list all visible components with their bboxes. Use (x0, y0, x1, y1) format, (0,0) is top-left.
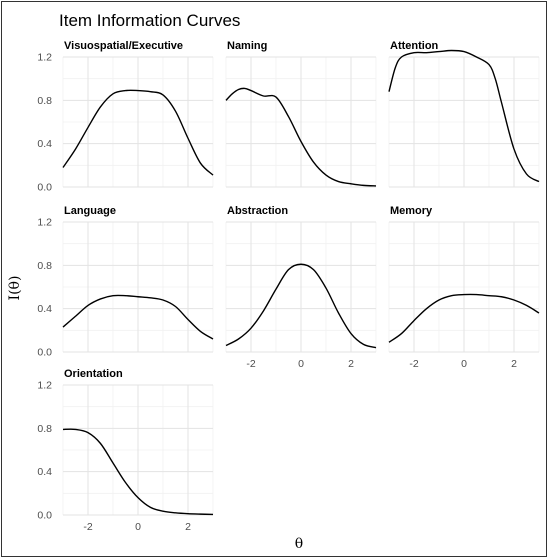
facet-grid: Visuospatial/Executive 0.0 0.4 0.8 1.2 Naming… (37, 40, 540, 533)
facet-title: Language (64, 205, 116, 217)
y-tick-label: 0.0 (37, 510, 52, 522)
x-tick-label: 0 (298, 358, 304, 370)
x-tick-label: -2 (409, 358, 418, 370)
y-axis-label: I(θ) (7, 276, 23, 301)
x-tick-label: 0 (461, 358, 467, 370)
facet-title: Naming (227, 40, 267, 52)
x-tick-label: 0 (135, 521, 141, 533)
x-axis-label: θ (295, 536, 303, 552)
y-tick-label: 0.4 (37, 138, 52, 150)
y-tick-label: 0.8 (37, 423, 52, 435)
facet-memory: Memory -2 0 2 (388, 205, 540, 370)
y-tick-label: 0.0 (37, 182, 52, 194)
y-tick-label: 0.0 (37, 347, 52, 359)
y-tick-label: 1.2 (37, 217, 52, 229)
facet-attention: Attention (388, 40, 540, 188)
y-tick-label: 0.8 (37, 260, 52, 272)
facet-title: Orientation (64, 368, 123, 380)
facet-title: Memory (390, 205, 433, 217)
facet-visuospatial-executive: Visuospatial/Executive 0.0 0.4 0.8 1.2 (37, 40, 214, 194)
facet-orientation: Orientation 0.0 0.4 0.8 1.2 -2 0 2 (37, 368, 214, 533)
information-curve-naming (225, 87, 377, 187)
facet-title: Abstraction (227, 205, 288, 217)
y-tick-label: 0.4 (37, 466, 52, 478)
information-curve-language (62, 294, 214, 340)
information-curve-abstraction (225, 263, 377, 349)
x-tick-label: 2 (185, 521, 191, 533)
information-curve-visuospatial-executive (62, 89, 214, 176)
x-tick-label: 2 (511, 358, 517, 370)
facet-naming: Naming (225, 40, 377, 188)
y-tick-label: 1.2 (37, 380, 52, 392)
information-curve-attention (388, 49, 540, 183)
facet-title: Attention (390, 40, 439, 52)
facet-language: Language 0.0 0.4 0.8 1.2 (37, 205, 214, 359)
facet-abstraction: Abstraction -2 0 2 (225, 205, 377, 370)
y-tick-label: 1.2 (37, 52, 52, 64)
y-tick-label: 0.8 (37, 95, 52, 107)
x-tick-label: -2 (83, 521, 92, 533)
x-tick-label: 2 (348, 358, 354, 370)
y-tick-label: 0.4 (37, 303, 52, 315)
information-curve-orientation (62, 428, 214, 516)
information-curve-memory (388, 293, 540, 343)
chart-title: Item Information Curves (59, 11, 240, 30)
x-tick-label: -2 (246, 358, 255, 370)
facet-title: Visuospatial/Executive (64, 40, 183, 52)
